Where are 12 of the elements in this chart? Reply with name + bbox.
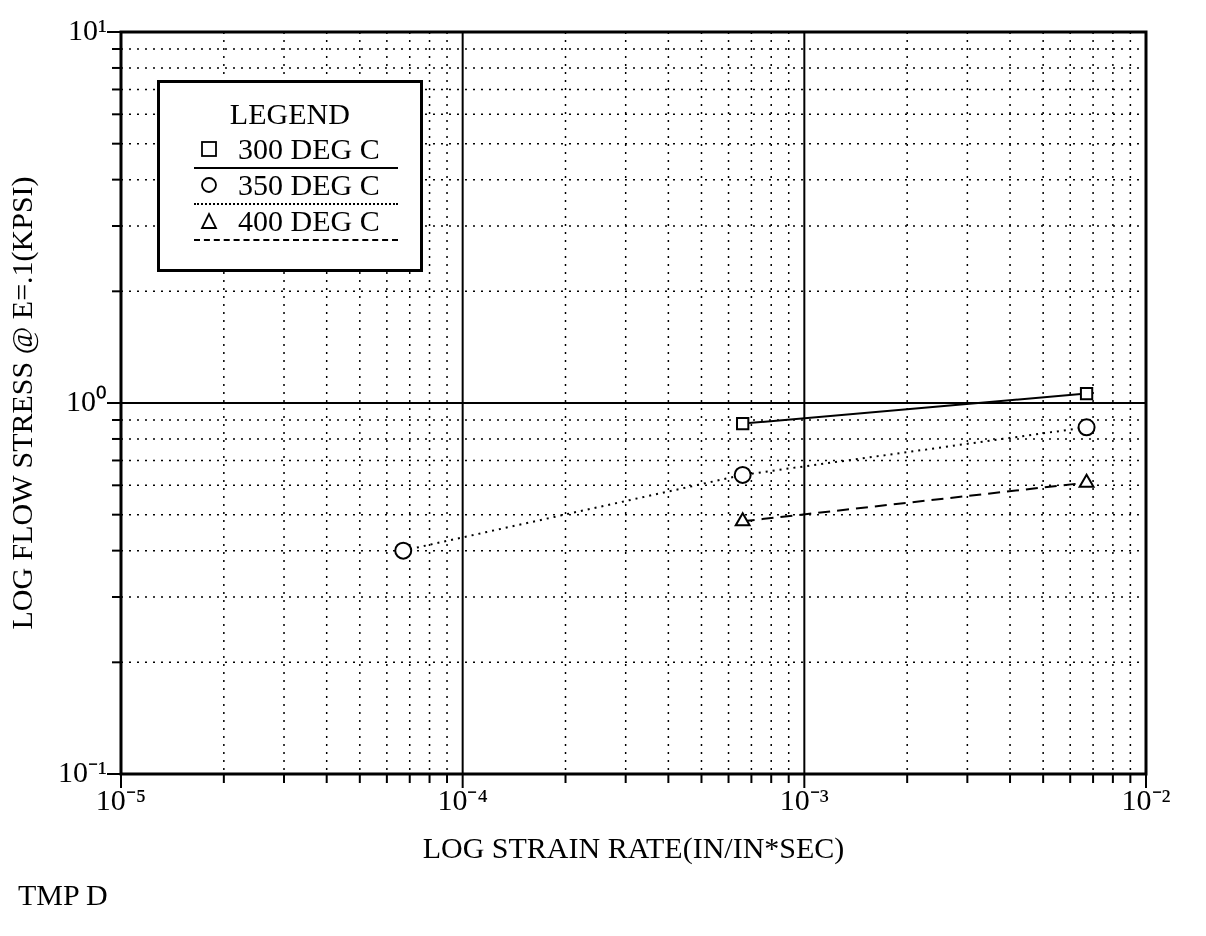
legend-label: 300 DEG C <box>237 132 380 166</box>
y-tick-label: 10¹ <box>67 12 107 46</box>
x-axis-title: LOG STRAIN RATE(IN/IN*SEC) <box>422 830 845 865</box>
x-tick-label: 10⁻² <box>1121 782 1171 816</box>
x-tick-label: 10⁻⁴ <box>437 782 488 816</box>
legend-label: 350 DEG C <box>237 168 380 202</box>
y-tick-label: 10⁰ <box>65 383 107 417</box>
legend-label: 400 DEG C <box>237 204 380 238</box>
y-axis-title: LOG FLOW STRESS @ E=.1(KPSI) <box>4 176 39 630</box>
x-tick-label: 10⁻³ <box>779 782 829 816</box>
text: TMP D <box>18 878 108 912</box>
legend-title: LEGEND <box>228 97 351 131</box>
